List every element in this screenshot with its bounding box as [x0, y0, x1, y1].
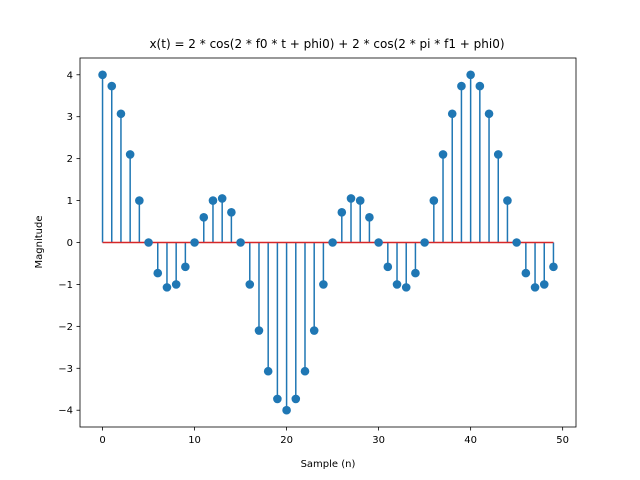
stem-marker: [254, 326, 264, 335]
stem-marker: [236, 238, 245, 247]
stem-marker: [466, 70, 475, 80]
y-tick-label: −4: [58, 406, 73, 417]
stem-marker: [521, 268, 531, 278]
stem-marker: [199, 213, 209, 222]
stem-marker: [319, 280, 328, 289]
stem-marker: [135, 196, 144, 205]
stem-marker: [217, 194, 227, 203]
y-axis-label: Magnitude: [34, 216, 45, 269]
stem-marker: [208, 196, 218, 205]
stem-marker: [530, 283, 540, 292]
stem-marker: [309, 326, 319, 335]
stem-marker: [447, 109, 457, 119]
y-tick-label: 3: [67, 112, 73, 123]
stem-marker: [162, 283, 172, 292]
stem-marker: [383, 262, 393, 272]
stem-marker: [263, 366, 273, 376]
stem-marker: [512, 238, 521, 247]
x-tick-label: 40: [464, 435, 477, 446]
y-tick-label: −2: [58, 322, 73, 333]
y-tick-label: 0: [67, 238, 73, 249]
stem-marker: [392, 280, 402, 289]
stem-marker: [438, 150, 448, 159]
stem-marker: [116, 109, 126, 119]
stem-marker: [273, 394, 282, 404]
y-tick-label: 4: [67, 70, 73, 81]
x-tick-label: 50: [556, 435, 569, 446]
stem-marker: [401, 283, 411, 292]
stem-marker: [549, 262, 558, 272]
stem-marker: [420, 238, 429, 247]
stem-marker: [539, 280, 549, 289]
stem-marker: [227, 208, 236, 217]
stem-marker: [328, 238, 337, 247]
plot-area: [98, 70, 558, 415]
stem-marker: [457, 81, 466, 91]
stem-marker: [291, 394, 301, 404]
x-tick-label: 20: [280, 435, 293, 446]
y-tick-label: 2: [67, 154, 73, 165]
stem-marker: [493, 150, 503, 159]
stem-marker: [125, 150, 135, 159]
stem-marker: [411, 268, 420, 278]
stem-marker: [337, 208, 347, 217]
y-tick-label: −3: [58, 364, 73, 375]
stem-marker: [171, 280, 181, 289]
x-axis-label: Sample (n): [301, 459, 356, 470]
y-tick-label: 1: [67, 196, 73, 207]
stem-marker: [484, 109, 494, 119]
stem-marker: [346, 194, 356, 203]
stem-marker: [181, 262, 190, 272]
stem-marker: [374, 238, 383, 247]
stem-marker: [300, 366, 310, 376]
stem-marker: [245, 280, 255, 289]
stem-marker: [153, 268, 163, 278]
stem-marker: [107, 81, 117, 91]
stem-marker: [98, 70, 107, 80]
x-tick-label: 10: [188, 435, 201, 446]
stem-marker: [144, 238, 153, 247]
stem-marker: [355, 196, 365, 205]
x-tick-label: 0: [99, 435, 105, 446]
stem-marker: [365, 213, 374, 222]
stem-marker: [503, 196, 512, 205]
stem-marker: [190, 238, 199, 247]
chart-title: x(t) = 2 * cos(2 * f0 * t + phi0) + 2 * …: [149, 37, 504, 51]
x-tick-label: 30: [372, 435, 385, 446]
y-tick-label: −1: [58, 280, 73, 291]
stem-marker: [429, 196, 439, 205]
stem-marker: [475, 81, 485, 91]
stem-marker: [282, 405, 291, 415]
